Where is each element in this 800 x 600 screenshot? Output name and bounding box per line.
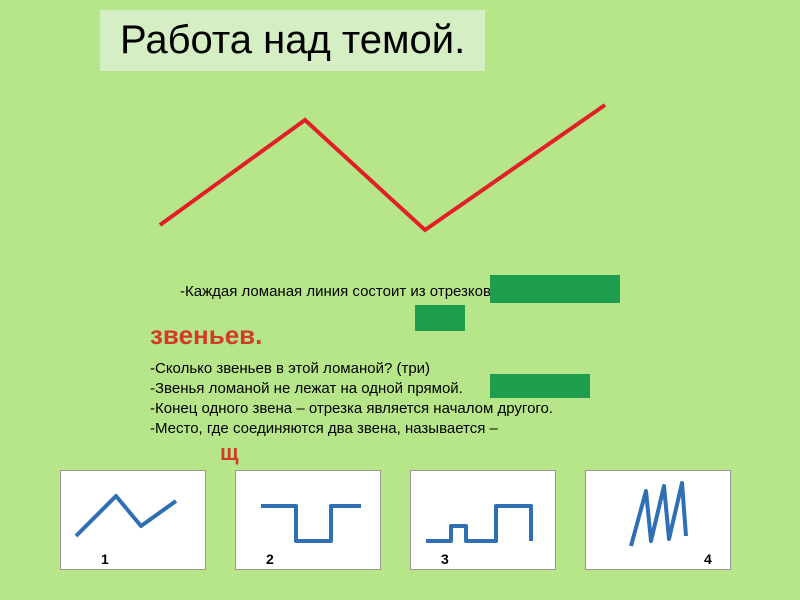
text-line3: -Звенья ломаной не лежат на одной прямой… xyxy=(150,380,463,397)
main-polyline xyxy=(150,95,630,265)
text-zvenev: звеньев. xyxy=(150,320,262,351)
main-polyline-path xyxy=(160,105,605,230)
card-1: 1 xyxy=(60,470,206,570)
text-fragment: щ xyxy=(220,440,239,466)
title-box: Работа над темой. xyxy=(100,10,485,71)
card-3-num: 3 xyxy=(441,551,449,567)
green-box-3 xyxy=(490,374,590,398)
card-2: 2 xyxy=(235,470,381,570)
card-4-num: 4 xyxy=(704,551,712,567)
card-3-line xyxy=(426,506,531,541)
card-3: 3 xyxy=(410,470,556,570)
text-line4: -Конец одного звена – отрезка является н… xyxy=(150,400,553,417)
text-line1: -Каждая ломаная линия состоит из отрезко… xyxy=(180,283,491,300)
title-text: Работа над темой. xyxy=(120,18,465,62)
text-line2: -Сколько звеньев в этой ломаной? (три) xyxy=(150,360,430,377)
card-1-line xyxy=(76,496,176,536)
card-2-line xyxy=(261,506,361,541)
card-4: 4 xyxy=(585,470,731,570)
green-box-2 xyxy=(415,305,465,331)
card-2-num: 2 xyxy=(266,551,274,567)
card-4-line xyxy=(631,483,686,546)
green-box-1 xyxy=(490,275,620,303)
text-line5: -Место, где соединяются два звена, назыв… xyxy=(150,420,498,437)
card-1-num: 1 xyxy=(101,551,109,567)
